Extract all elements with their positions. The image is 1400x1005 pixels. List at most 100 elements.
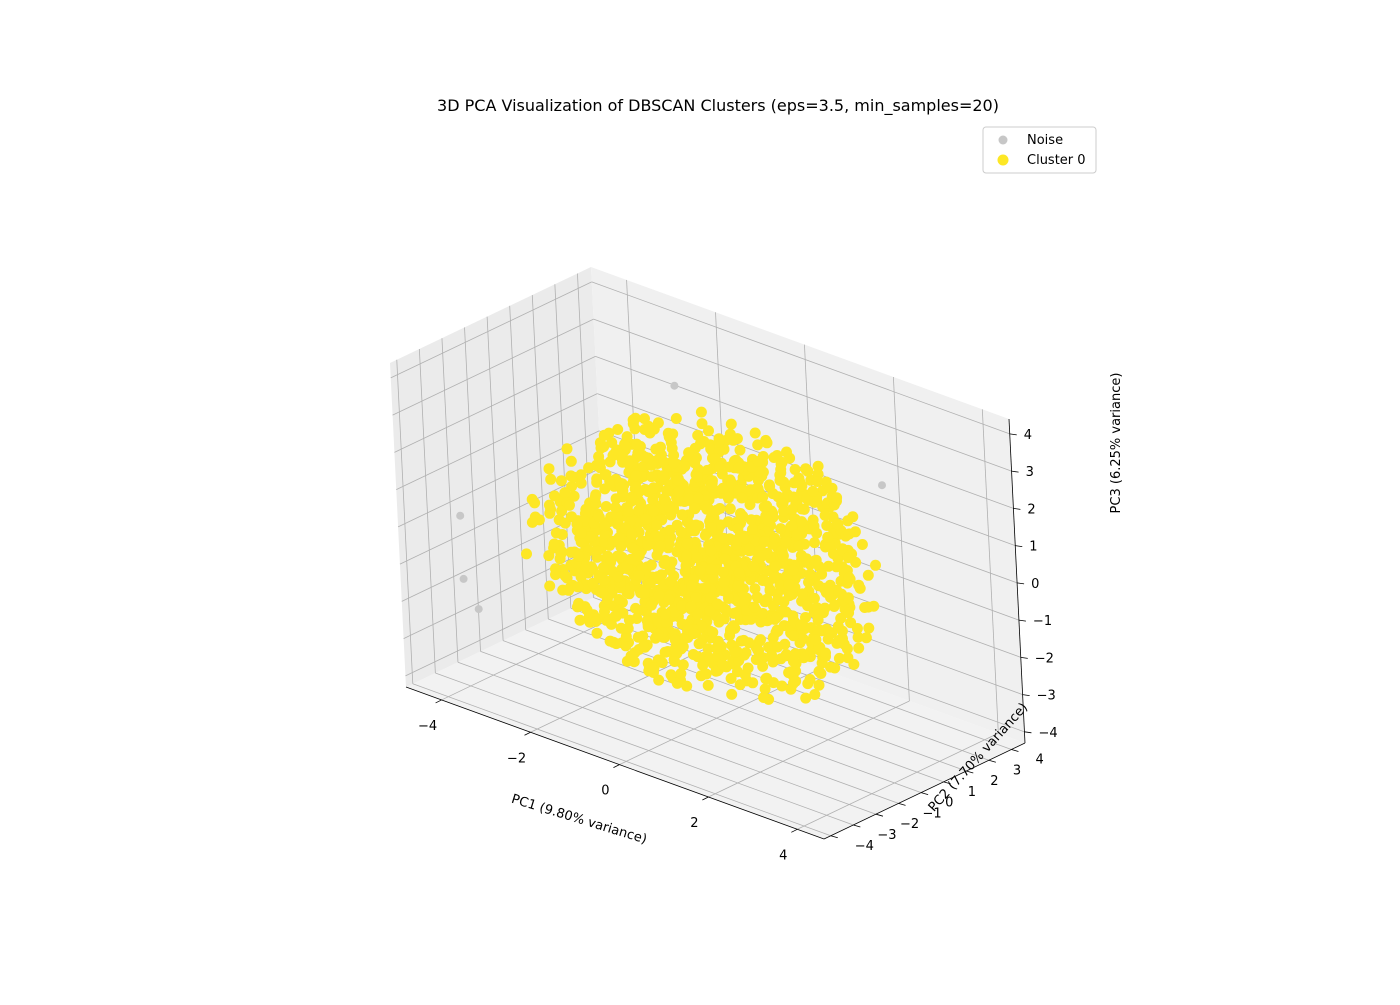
- cluster-0-point: [724, 503, 736, 515]
- y-grid-left: [486, 316, 504, 641]
- x-tick-label: −4: [418, 719, 437, 734]
- cluster-0-point: [683, 447, 695, 459]
- cluster-0-point: [796, 503, 808, 515]
- cluster-0-point: [648, 482, 660, 494]
- z-tick-label: 4: [1024, 428, 1032, 443]
- cluster-0-point: [870, 559, 881, 571]
- cluster-0-point: [584, 531, 596, 542]
- cluster-0-point: [732, 523, 744, 535]
- cluster-0-point: [771, 450, 783, 461]
- cluster-0-point: [642, 539, 654, 551]
- cluster-0-point: [717, 658, 729, 670]
- cluster-0-point: [612, 424, 624, 435]
- y-tick-mark: [921, 792, 929, 796]
- cluster-0-point: [615, 482, 627, 494]
- y-axis-line: [823, 742, 1026, 840]
- cluster-0-point: [663, 538, 675, 550]
- cluster-0-point: [752, 475, 764, 486]
- y-grid-left: [509, 305, 527, 630]
- cluster-0-point: [772, 594, 784, 606]
- cluster-0-point: [694, 564, 706, 576]
- cluster-0-point: [660, 616, 672, 628]
- x-axis-label: PC1 (9.80% variance): [509, 792, 648, 848]
- cluster-0-point: [761, 500, 773, 512]
- x-grid-floor: [797, 732, 999, 830]
- cluster-0-point: [526, 516, 538, 528]
- cluster-0-point: [651, 519, 663, 531]
- z-grid-back: [593, 318, 1012, 472]
- cluster-0-point: [699, 529, 711, 541]
- legend-cluster-marker: [997, 154, 1009, 166]
- cluster-0-point: [721, 545, 733, 557]
- cluster-0-point: [777, 550, 789, 562]
- cluster-0-point: [633, 505, 644, 516]
- z-tick-mark: [1024, 731, 1032, 734]
- cluster-0-point: [688, 628, 700, 640]
- cluster-0-point: [802, 465, 814, 477]
- y-tick-label: 3: [1013, 763, 1021, 778]
- cluster-0-point: [663, 593, 675, 605]
- cluster-0-point: [726, 688, 738, 700]
- cluster-0-point: [707, 626, 719, 638]
- cluster-0-point: [653, 589, 665, 601]
- cluster-0-point: [824, 482, 836, 494]
- cluster-0-point: [730, 539, 742, 551]
- y-grid-floor: [502, 640, 922, 793]
- cluster-0-point: [780, 536, 792, 548]
- cluster-0-point: [565, 455, 577, 467]
- cluster-0-point: [711, 598, 723, 610]
- cluster-0-point: [770, 561, 782, 572]
- cluster-0-point: [561, 443, 573, 455]
- cluster-0-point: [800, 692, 812, 704]
- cluster-0-point: [702, 679, 714, 691]
- cluster-0-point: [599, 483, 611, 495]
- cluster-0-point: [612, 571, 624, 583]
- z-tick-mark: [1009, 433, 1017, 436]
- cluster-0-point: [713, 436, 725, 448]
- cluster-0-point: [860, 632, 872, 644]
- y-tick-label: 4: [1035, 752, 1043, 767]
- chart-title: 3D PCA Visualization of DBSCAN Clusters …: [437, 96, 999, 116]
- cluster-0-point: [690, 592, 702, 603]
- y-tick-mark: [875, 813, 884, 817]
- x-tick-mark: [791, 828, 798, 833]
- cluster-0-point: [809, 689, 821, 700]
- cluster-0-point: [622, 622, 634, 634]
- cluster-0-point: [677, 659, 689, 671]
- cluster-0-point: [713, 444, 725, 456]
- cluster-0-point: [555, 475, 567, 487]
- y-tick-label: −1: [923, 806, 942, 821]
- y-tick-mark: [966, 770, 974, 774]
- cluster-0-point: [611, 444, 623, 456]
- cluster-0-point: [747, 560, 759, 572]
- cluster-0-point: [676, 600, 688, 612]
- z-axis-line: [1008, 418, 1026, 744]
- cluster-0-point: [640, 513, 652, 525]
- y-grid-floor: [525, 629, 944, 783]
- x-tick-mark: [702, 796, 709, 801]
- cluster-0-point: [775, 523, 787, 535]
- cluster-0-point: [853, 642, 865, 654]
- cluster-0-point: [757, 491, 769, 503]
- cluster-0-point: [733, 567, 745, 579]
- cluster-0-point: [702, 643, 714, 655]
- cluster-0-point: [843, 528, 855, 540]
- cluster-0-point: [549, 490, 560, 502]
- z-tick-label: −1: [1033, 614, 1052, 629]
- z-grid-left: [405, 579, 607, 677]
- cluster-0-point: [831, 561, 842, 573]
- z-tick-label: −3: [1037, 689, 1056, 704]
- cluster-0-point: [761, 437, 773, 449]
- cluster-0-point: [810, 634, 822, 646]
- cluster-0-point: [693, 492, 704, 504]
- cluster-0-point: [543, 463, 555, 475]
- x-axis-line: [405, 686, 825, 840]
- cluster-0-point: [748, 601, 760, 613]
- cluster-0-point: [633, 570, 645, 581]
- z-grid-back: [595, 356, 1014, 509]
- cluster-0-point: [701, 503, 713, 515]
- x-tick-label: 4: [779, 848, 787, 863]
- cluster-0-point: [788, 491, 799, 503]
- cluster-0-point: [668, 457, 680, 469]
